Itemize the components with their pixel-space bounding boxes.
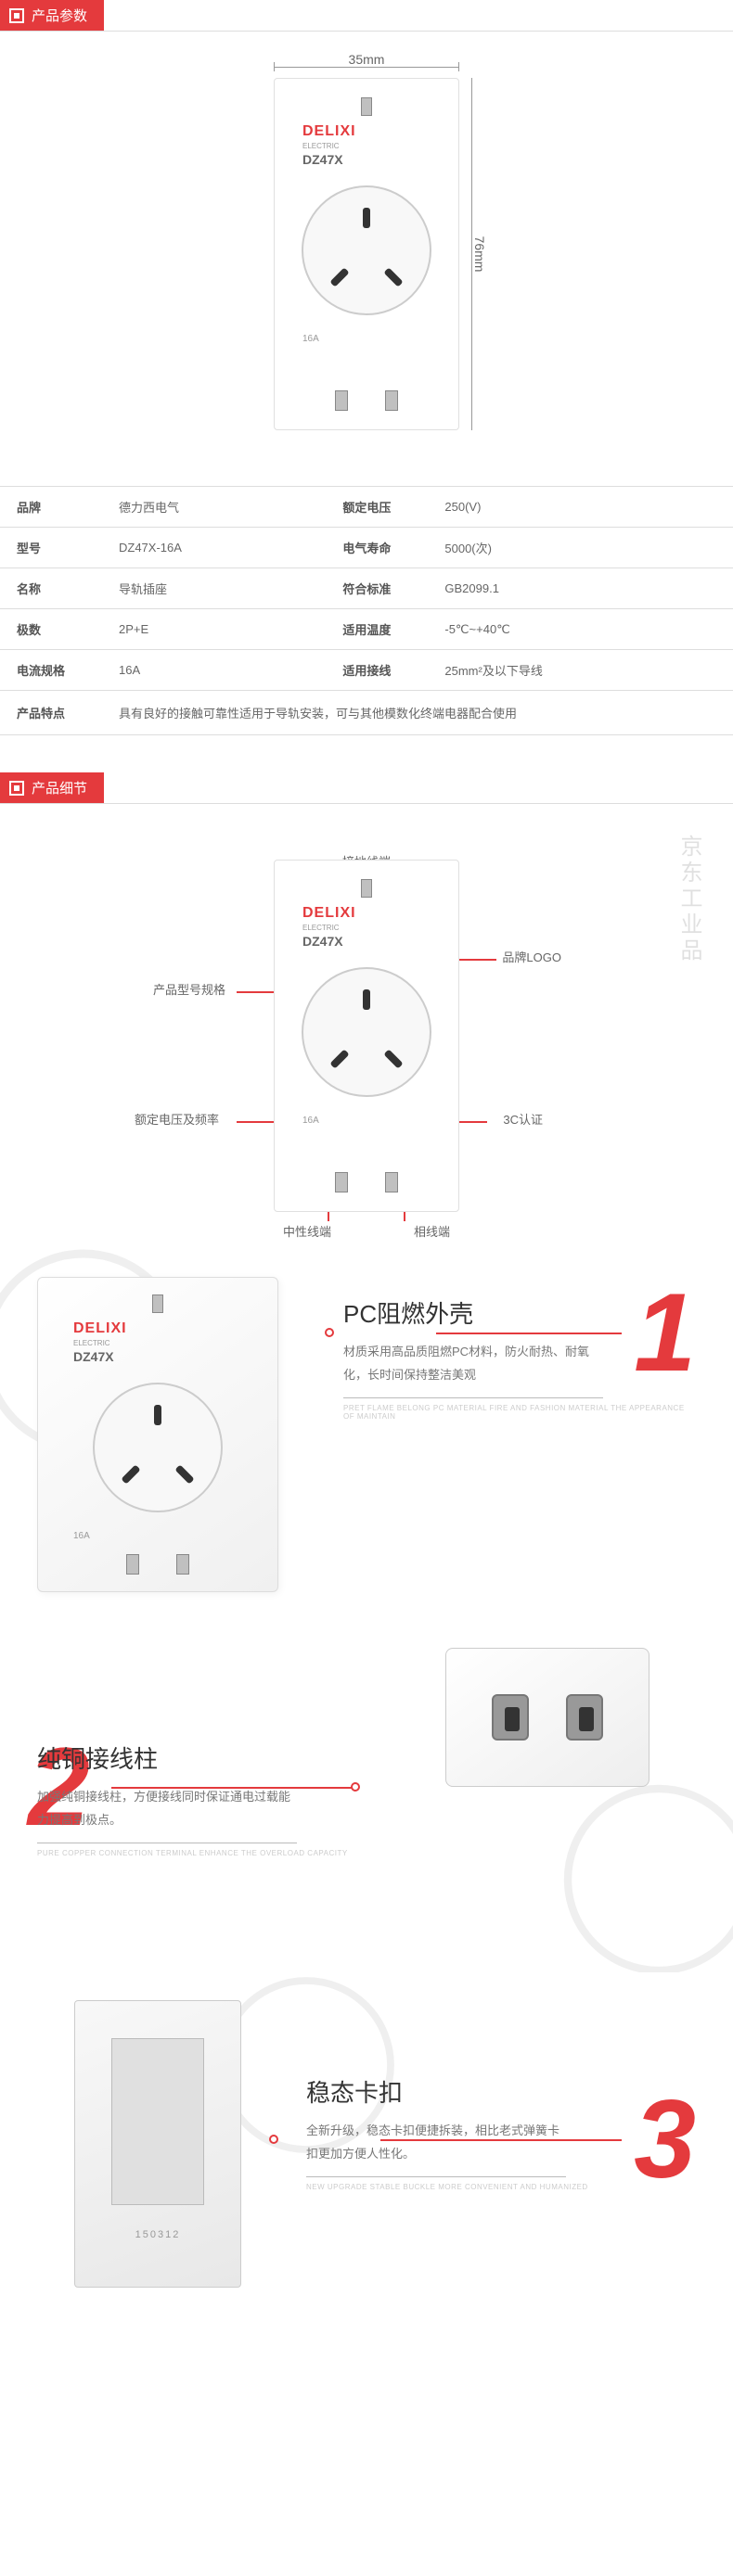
- model-label: DZ47X: [302, 152, 449, 167]
- section-tab: 产品参数: [0, 0, 104, 31]
- spec-row: 品牌 德力西电气 额定电压 250(V): [0, 487, 733, 528]
- feature-2: 2 纯铜接线柱 加强纯铜接线柱，方便接线同时保证通电过载能力提高到极点。 PUR…: [0, 1620, 733, 1972]
- spec-label: 电流规格: [0, 650, 102, 691]
- product-front-view: DELIXI ELECTRIC DZ47X 16A: [274, 78, 459, 430]
- feature-3-desc: 全新升级，稳态卡扣便捷拆装，相比老式弹簧卡扣更加方便人性化。: [306, 2120, 566, 2165]
- feature-1-product: DELIXI ELECTRIC DZ47X 16A: [37, 1277, 278, 1592]
- socket-face: [302, 185, 431, 315]
- spec-label: 品牌: [0, 487, 102, 528]
- rear-view: 150312: [74, 2000, 241, 2288]
- rear-serial: 150312: [135, 2229, 181, 2240]
- spec-value: 25mm²及以下导线: [428, 650, 733, 691]
- spec-label: 适用温度: [326, 609, 428, 650]
- spec-value: 导轨插座: [102, 568, 326, 609]
- spec-label: 名称: [0, 568, 102, 609]
- grid-icon: [9, 781, 24, 796]
- feature-3-sub: NEW UPGRADE STABLE BUCKLE MORE CONVENIEN…: [306, 2183, 696, 2191]
- bottom-terminal-right: [385, 390, 398, 411]
- spec-row: 极数 2P+E 适用温度 -5℃~+40℃: [0, 609, 733, 650]
- section-tab: 产品细节: [0, 772, 104, 803]
- callout-brand: 品牌LOGO: [502, 948, 561, 965]
- feature-1-title: PC阻燃外壳: [343, 1295, 696, 1330]
- callout-neutral: 中性线端: [283, 1222, 331, 1240]
- feature-row: 产品特点 具有良好的接触可靠性适用于导轨安装，可与其他模数化终端电器配合使用: [0, 691, 733, 735]
- height-dimension: 76mm: [472, 236, 487, 273]
- spec-label: 产品特点: [0, 691, 102, 735]
- bottom-terminal-left: [335, 390, 348, 411]
- spec-value: DZ47X-16A: [102, 528, 326, 568]
- callout-voltage: 额定电压及频率: [135, 1110, 219, 1128]
- spec-value: 250(V): [428, 487, 733, 528]
- dimension-diagram: 35mm 76mm DELIXI ELECTRIC DZ47X 16A: [0, 50, 733, 467]
- spec-label: 极数: [0, 609, 102, 650]
- spec-value: GB2099.1: [428, 568, 733, 609]
- callout-phase: 相线端: [414, 1222, 450, 1240]
- width-dimension: 35mm: [349, 52, 385, 67]
- spec-table: 品牌 德力西电气 额定电压 250(V)型号 DZ47X-16A 电气寿命 50…: [0, 486, 733, 735]
- brand-logo: DELIXI: [302, 123, 449, 140]
- spec-value: 具有良好的接触可靠性适用于导轨安装，可与其他模数化终端电器配合使用: [102, 691, 733, 735]
- spec-value: 2P+E: [102, 609, 326, 650]
- spec-label: 适用接线: [326, 650, 428, 691]
- spec-label: 额定电压: [326, 487, 428, 528]
- callout-diagram: 接地线端 产品型号规格 品牌LOGO 额定电压及频率 3C认证 中性线端 相线端…: [0, 823, 733, 1249]
- spec-value: 德力西电气: [102, 487, 326, 528]
- spec-value: 16A: [102, 650, 326, 691]
- callout-model: 产品型号规格: [153, 980, 225, 998]
- spec-row: 名称 导轨插座 符合标准 GB2099.1: [0, 568, 733, 609]
- feature-2-title: 纯铜接线柱: [37, 1741, 371, 1775]
- spec-label: 电气寿命: [326, 528, 428, 568]
- grid-icon: [9, 8, 24, 23]
- spec-row: 型号 DZ47X-16A 电气寿命 5000(次): [0, 528, 733, 568]
- top-terminal: [361, 97, 372, 116]
- feature-3: 3 150312 稳态卡扣 全新升级，稳态卡扣便捷拆装，相比老式弹簧卡扣更加方便…: [0, 1972, 733, 2325]
- feature-2-sub: PURE COPPER CONNECTION TERMINAL ENHANCE …: [37, 1849, 371, 1857]
- spec-label: 符合标准: [326, 568, 428, 609]
- callout-ccc: 3C认证: [503, 1110, 543, 1128]
- spec-value: -5℃~+40℃: [428, 609, 733, 650]
- rating-label: 16A: [284, 334, 319, 344]
- product-annotated: DELIXI ELECTRIC DZ47X 16A: [274, 860, 459, 1212]
- spec-row: 电流规格 16A 适用接线 25mm²及以下导线: [0, 650, 733, 691]
- section-header-params: 产品参数: [0, 0, 733, 32]
- feature-1: 1 DELIXI ELECTRIC DZ47X 16A: [0, 1249, 733, 1620]
- feature-3-title: 稳态卡扣: [306, 2074, 696, 2109]
- spec-label: 型号: [0, 528, 102, 568]
- brand-sublabel: ELECTRIC: [302, 142, 449, 150]
- section-header-details: 产品细节: [0, 772, 733, 804]
- feature-1-sub: PRET FLAME BELONG PC MATERIAL FIRE AND F…: [343, 1404, 696, 1421]
- feature-2-desc: 加强纯铜接线柱，方便接线同时保证通电过载能力提高到极点。: [37, 1786, 297, 1831]
- terminal-view: [445, 1648, 649, 1787]
- spec-value: 5000(次): [428, 528, 733, 568]
- section-title: 产品细节: [32, 778, 87, 797]
- feature-1-desc: 材质采用高品质阻燃PC材料，防火耐热、耐氧化，长时间保持整洁美观: [343, 1341, 603, 1386]
- section-title: 产品参数: [32, 6, 87, 25]
